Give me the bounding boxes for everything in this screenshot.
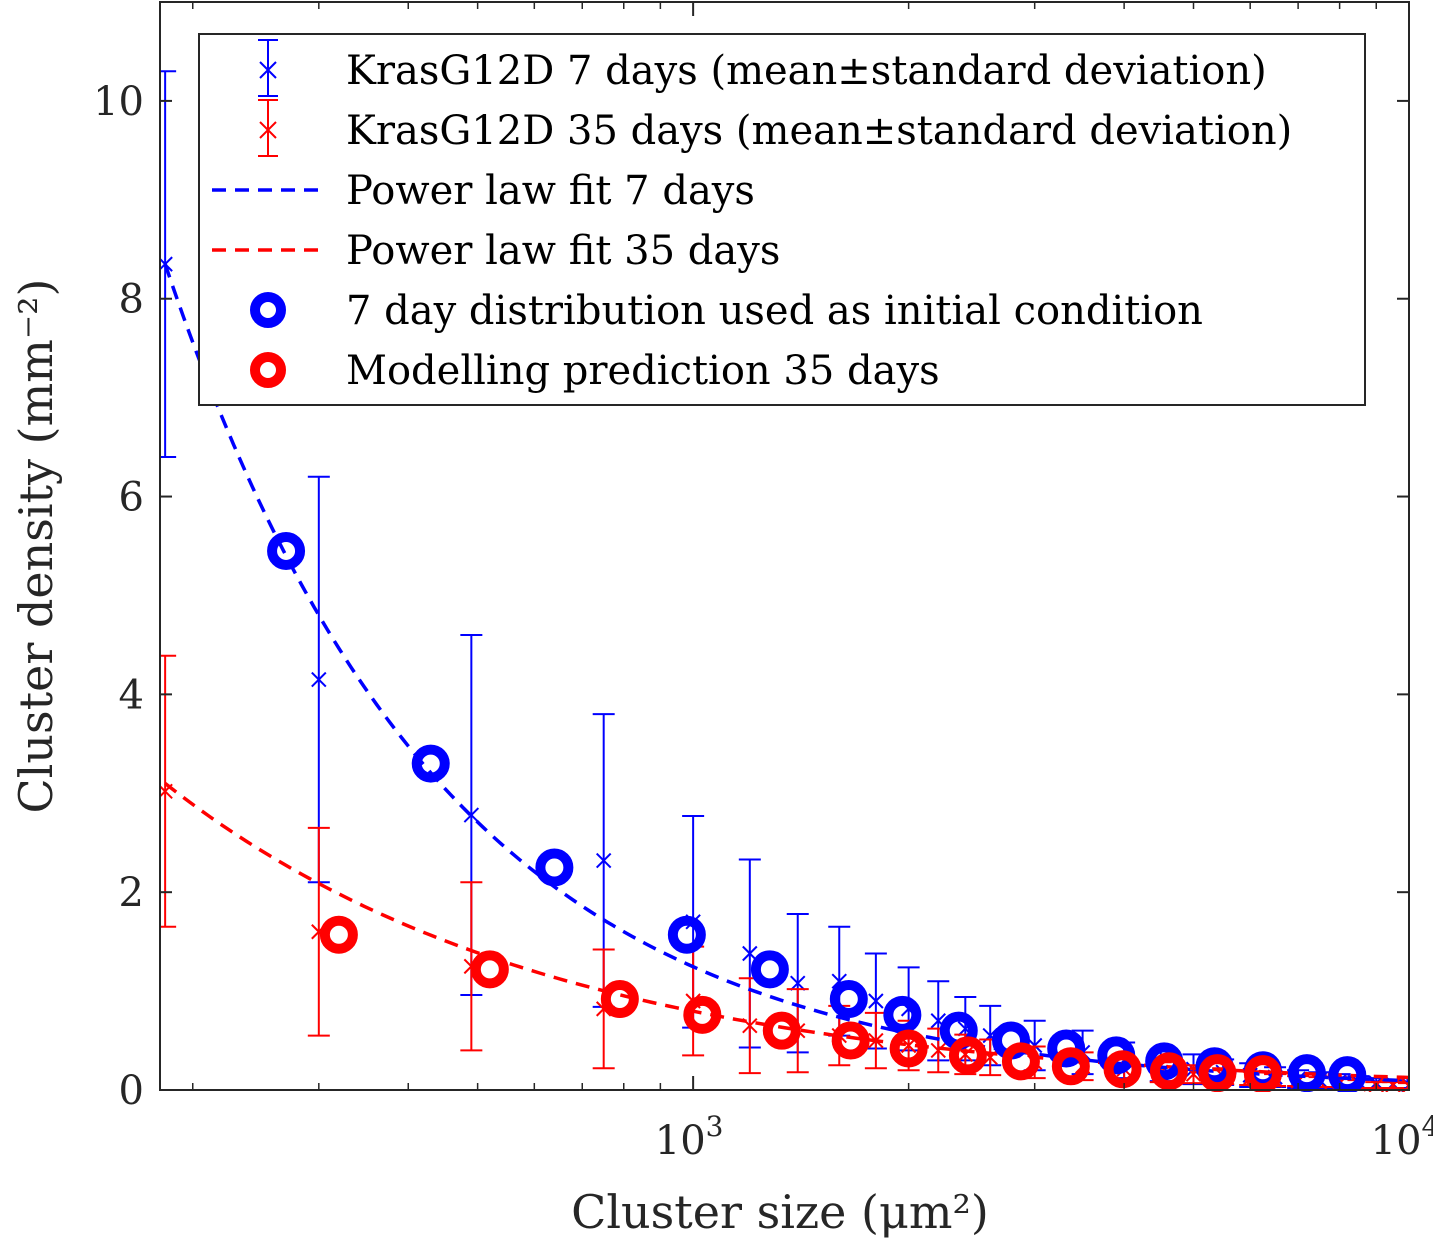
axes-box: [159, 1, 1410, 1091]
circle-marker: [948, 1036, 987, 1075]
circle-marker: [1103, 1050, 1142, 1089]
circle-marker: [831, 1021, 870, 1060]
circle-marker: [683, 995, 722, 1034]
cross-marker: [868, 993, 884, 1009]
circle-marker: [535, 848, 574, 887]
cross-marker: [595, 852, 612, 869]
y-tick-label: 8: [119, 277, 144, 323]
legend-item-3: Power law fit 35 days: [212, 228, 780, 274]
legend-label: Power law fit 7 days: [346, 168, 755, 214]
circle-marker: [667, 915, 706, 954]
legend-cross-marker: [259, 121, 277, 139]
circle-marker: [470, 950, 509, 989]
y-tick-label: 2: [119, 870, 144, 916]
circle-marker: [1047, 1029, 1086, 1068]
circle-marker: [1243, 1055, 1282, 1092]
cross-marker: [790, 975, 806, 991]
x-axis-label: Cluster size (μm²): [571, 1185, 989, 1239]
cross-marker: [311, 671, 327, 688]
legend-item-4: 7 day distribution used as initial condi…: [250, 288, 1203, 334]
circle-marker: [889, 1029, 928, 1068]
legend-label: Power law fit 35 days: [346, 228, 780, 274]
x-tick-label: 103: [655, 1110, 724, 1164]
legend-label: KrasG12D 35 days (mean±standard deviatio…: [346, 108, 1292, 154]
circle-marker: [1149, 1052, 1188, 1091]
cross-marker: [742, 945, 758, 962]
legend-box: [198, 33, 1366, 406]
y-tick-label: 6: [119, 475, 144, 521]
circle-marker: [1287, 1054, 1326, 1092]
circle-marker: [762, 1011, 801, 1050]
circle-marker: [829, 980, 868, 1019]
series-layer: [160, 70, 1409, 1092]
legend-circle-marker: [250, 292, 286, 328]
legend-label: KrasG12D 7 days (mean±standard deviation…: [346, 48, 1267, 94]
y-tick-label: 10: [93, 79, 144, 125]
circle-marker: [411, 744, 450, 783]
legend-label: Modelling prediction 35 days: [346, 348, 940, 394]
legend: KrasG12D 7 days (mean±standard deviation…: [198, 33, 1366, 406]
legend-label: 7 day distribution used as initial condi…: [346, 288, 1203, 334]
errorbar-point: [864, 952, 887, 1050]
y-axis-label: Cluster density (mm⁻²): [9, 278, 63, 813]
legend-item-2: Power law fit 7 days: [212, 168, 755, 214]
legend-item-5: Modelling prediction 35 days: [250, 348, 940, 394]
circle-series-1: [319, 915, 1282, 1092]
circle-marker: [600, 980, 639, 1019]
circle-marker: [319, 915, 358, 954]
cross-marker: [900, 1037, 917, 1054]
circle-marker: [267, 531, 306, 570]
circle-marker: [1051, 1047, 1090, 1086]
circle-marker: [750, 950, 789, 989]
y-tick-label: 0: [119, 1068, 144, 1114]
circle-marker: [1198, 1054, 1237, 1092]
legend-cross-marker: [259, 61, 277, 79]
x-tick-label: 104: [1371, 1110, 1433, 1164]
y-tick-label: 4: [119, 672, 144, 718]
cross-marker: [930, 1042, 946, 1059]
circle-marker: [1001, 1042, 1040, 1081]
legend-circle-marker: [250, 352, 286, 388]
circle-marker: [883, 995, 922, 1034]
legend-item-1: KrasG12D 35 days (mean±standard deviatio…: [258, 99, 1292, 157]
axes-layer: 0 2 4 6 8 10 103 104: [93, 1, 1433, 1164]
legend-item-0: KrasG12D 7 days (mean±standard deviation…: [258, 39, 1267, 97]
